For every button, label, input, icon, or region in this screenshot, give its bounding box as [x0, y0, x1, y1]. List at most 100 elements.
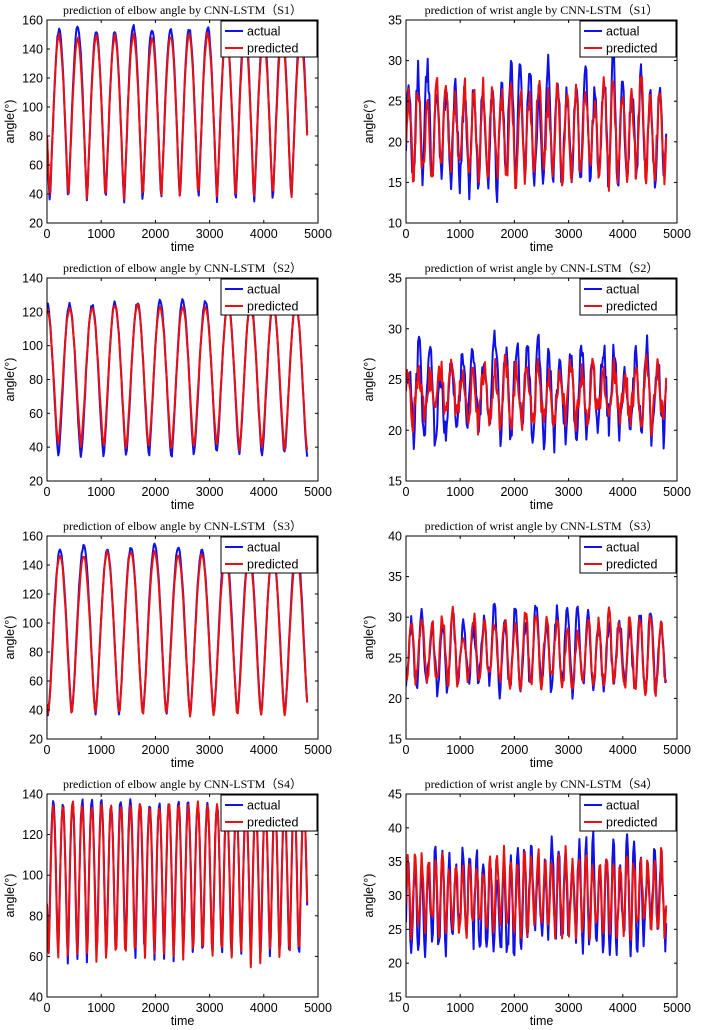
- y-tick-label: 140: [22, 272, 43, 286]
- x-tick-label: 5000: [304, 227, 332, 241]
- y-tick-label: 60: [29, 159, 43, 173]
- chart-panel-3: prediction of elbow angle by CNN-LSTM（S2…: [3, 261, 332, 512]
- y-tick-label: 25: [388, 651, 402, 665]
- y-tick-label: 15: [388, 475, 402, 489]
- series-line-predicted: [47, 31, 309, 201]
- y-tick-label: 80: [29, 646, 43, 660]
- x-tick-label: 2000: [500, 743, 528, 757]
- chart-title: prediction of elbow angle by CNN-LSTM（S2…: [63, 261, 302, 275]
- y-tick-label: 80: [29, 130, 43, 144]
- x-axis-label: time: [530, 756, 554, 770]
- chart-panel-6: prediction of wrist angle by CNN-LSTM（S3…: [362, 519, 691, 770]
- x-tick-label: 5000: [663, 743, 691, 757]
- x-tick-label: 3000: [555, 485, 583, 499]
- y-tick-label: 120: [22, 72, 43, 86]
- y-tick-label: 20: [29, 475, 43, 489]
- legend-label-actual: actual: [606, 25, 639, 39]
- y-axis-label: angle(°): [362, 100, 376, 144]
- legend-label-predicted: predicted: [606, 558, 657, 572]
- y-tick-label: 40: [29, 704, 43, 718]
- x-tick-label: 5000: [304, 1001, 332, 1015]
- legend: actual predicted: [579, 536, 677, 574]
- x-tick-label: 2000: [141, 1001, 169, 1015]
- y-tick-label: 35: [388, 14, 402, 28]
- x-tick-label: 0: [44, 743, 51, 757]
- x-tick-label: 4000: [250, 227, 278, 241]
- legend-label-predicted: predicted: [247, 558, 298, 572]
- x-tick-label: 0: [403, 743, 410, 757]
- y-axis-label: angle(°): [362, 616, 376, 660]
- x-tick-label: 1000: [87, 1001, 115, 1015]
- series-line-predicted: [406, 75, 668, 192]
- x-tick-label: 0: [44, 485, 51, 499]
- legend-label-actual: actual: [247, 283, 280, 297]
- chart-title: prediction of elbow angle by CNN-LSTM（S4…: [63, 777, 302, 791]
- series-line-predicted: [406, 844, 668, 941]
- chart-panel-2: prediction of wrist angle by CNN-LSTM（S1…: [362, 3, 691, 254]
- y-tick-label: 120: [22, 588, 43, 602]
- x-axis-label: time: [530, 498, 554, 512]
- y-axis-label: angle(°): [3, 358, 17, 402]
- plot-frame: [46, 19, 319, 224]
- chart-title: prediction of elbow angle by CNN-LSTM（S3…: [63, 519, 302, 533]
- y-tick-label: 100: [22, 617, 43, 631]
- series-line-predicted: [406, 605, 668, 697]
- y-tick-label: 30: [388, 889, 402, 903]
- legend-label-predicted: predicted: [606, 42, 657, 56]
- x-tick-label: 0: [403, 1001, 410, 1015]
- x-tick-label: 4000: [609, 743, 637, 757]
- y-axis-label: angle(°): [3, 100, 17, 144]
- legend-label-predicted: predicted: [247, 816, 298, 830]
- x-tick-label: 3000: [196, 485, 224, 499]
- x-tick-label: 0: [44, 1001, 51, 1015]
- x-tick-label: 1000: [87, 743, 115, 757]
- legend-label-predicted: predicted: [606, 816, 657, 830]
- y-tick-label: 20: [388, 135, 402, 149]
- y-tick-label: 30: [388, 322, 402, 336]
- x-tick-label: 4000: [250, 485, 278, 499]
- x-tick-label: 2000: [500, 485, 528, 499]
- y-tick-label: 25: [388, 95, 402, 109]
- x-tick-label: 3000: [555, 743, 583, 757]
- x-tick-label: 2000: [500, 227, 528, 241]
- chart-panel-1: prediction of elbow angle by CNN-LSTM（S1…: [3, 3, 332, 254]
- y-tick-label: 40: [29, 441, 43, 455]
- y-tick-label: 35: [388, 272, 402, 286]
- y-tick-label: 60: [29, 675, 43, 689]
- x-tick-label: 4000: [609, 1001, 637, 1015]
- y-tick-label: 25: [388, 923, 402, 937]
- legend: actual predicted: [579, 278, 677, 316]
- y-axis-label: angle(°): [362, 874, 376, 918]
- y-tick-label: 140: [22, 788, 43, 802]
- y-tick-label: 30: [388, 611, 402, 625]
- x-tick-label: 4000: [250, 1001, 278, 1015]
- y-tick-label: 80: [29, 373, 43, 387]
- legend-label-actual: actual: [606, 541, 639, 555]
- x-tick-label: 4000: [609, 485, 637, 499]
- x-tick-label: 3000: [196, 743, 224, 757]
- plot-frame: [405, 535, 678, 740]
- y-tick-label: 60: [29, 407, 43, 421]
- x-axis-label: time: [171, 1014, 195, 1028]
- y-tick-label: 160: [22, 14, 43, 28]
- y-tick-label: 15: [388, 176, 402, 190]
- x-tick-label: 3000: [555, 1001, 583, 1015]
- x-tick-label: 1000: [446, 485, 474, 499]
- chart-title: prediction of wrist angle by CNN-LSTM（S3…: [425, 519, 659, 533]
- legend: actual predicted: [579, 794, 677, 832]
- x-axis-label: time: [171, 498, 195, 512]
- y-tick-label: 80: [29, 909, 43, 923]
- x-tick-label: 3000: [196, 1001, 224, 1015]
- legend-label-actual: actual: [247, 541, 280, 555]
- y-tick-label: 40: [388, 821, 402, 835]
- legend: actual predicted: [220, 536, 318, 574]
- chart-panel-8: prediction of wrist angle by CNN-LSTM（S4…: [362, 777, 691, 1028]
- x-tick-label: 3000: [555, 227, 583, 241]
- y-tick-label: 160: [22, 530, 43, 544]
- legend-label-predicted: predicted: [606, 300, 657, 314]
- x-tick-label: 2000: [141, 227, 169, 241]
- legend: actual predicted: [220, 20, 318, 58]
- y-tick-label: 100: [22, 101, 43, 115]
- x-tick-label: 5000: [304, 743, 332, 757]
